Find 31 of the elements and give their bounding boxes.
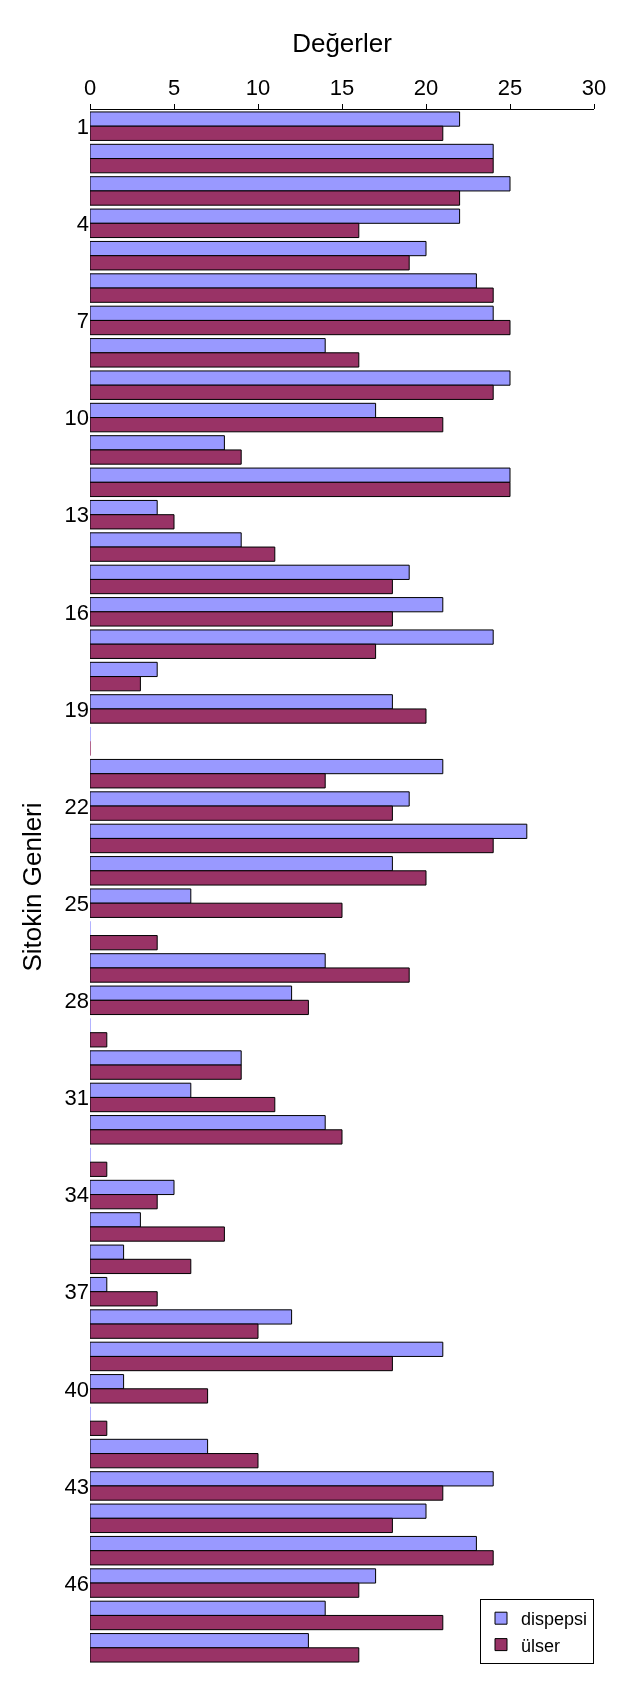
legend-label: ülser [521,1635,561,1656]
y-tick-label: 31 [64,1085,89,1111]
x-tick-label: 25 [497,75,523,101]
y-tick-label: 4 [76,211,89,237]
y-tick-label: 43 [64,1473,89,1499]
y-tick-label: 13 [64,502,89,528]
y-tick-label: 25 [64,890,89,916]
y-tick-label: 16 [64,599,89,625]
bar [90,1161,108,1177]
x-tick-label: 0 [83,75,97,101]
y-tick-label: 19 [64,696,89,722]
y-tick-label: 37 [64,1279,89,1305]
y-tick-label: 46 [64,1570,89,1596]
y-tick-label: 22 [64,793,89,819]
y-tick-label: 34 [64,1182,89,1208]
x-tick-label: 5 [167,75,181,101]
bar [90,1032,108,1048]
y-tick-label: 1 [76,113,89,139]
y-tick-label: 10 [64,405,89,431]
y-tick-label: 40 [64,1376,89,1402]
y-tick-label: 28 [64,988,89,1014]
x-tick-label: 10 [245,75,271,101]
x-tick-label: 30 [581,75,607,101]
bar [90,1420,108,1436]
bar [90,935,158,951]
x-tick-label: 20 [413,75,439,101]
x-tick-label: 15 [329,75,355,101]
legend-label: dispepsi [521,1609,588,1630]
y-tick-label: 7 [76,308,89,334]
x-axis-title: Değerler [292,27,393,58]
y-axis-title: Sitokin Genleri [16,802,47,972]
